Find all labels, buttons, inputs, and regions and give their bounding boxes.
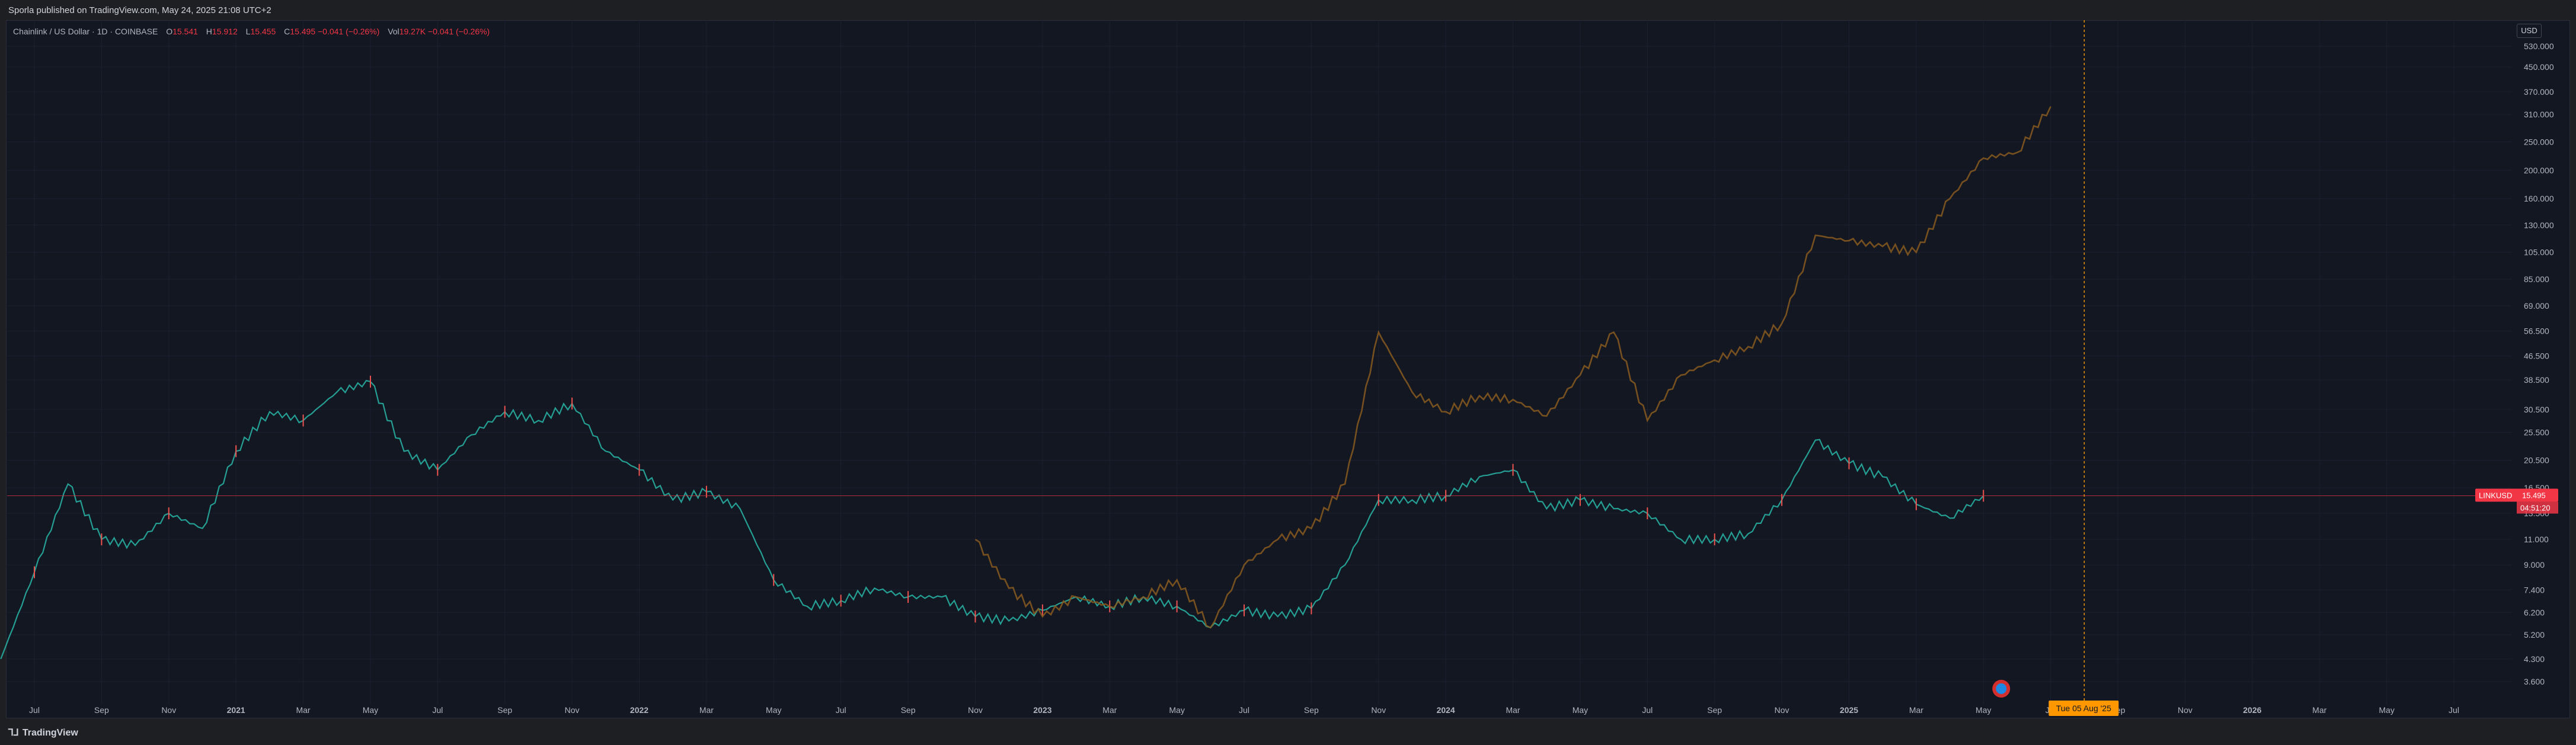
y-tick-label: 3.600 — [2524, 677, 2545, 686]
x-tick-label: Sep — [1304, 705, 1319, 715]
y-tick-label: 7.400 — [2524, 585, 2545, 594]
y-tick-label: 310.000 — [2524, 110, 2554, 119]
x-tick-label: Nov — [161, 705, 176, 715]
volume-change: −0.041 (−0.26%) — [427, 27, 490, 36]
x-tick-label: Mar — [1102, 705, 1117, 715]
x-tick-label: May — [363, 705, 378, 715]
top-bar: Sporla published on TradingView.com, May… — [0, 0, 2576, 20]
x-tick-label: Mar — [1506, 705, 1520, 715]
y-tick-label: 38.500 — [2524, 375, 2549, 385]
countdown-value: 04:51:20 — [2520, 504, 2551, 513]
x-tick-label: Mar — [296, 705, 310, 715]
x-tick-label: May — [2379, 705, 2394, 715]
y-tick-label: 370.000 — [2524, 87, 2554, 97]
x-tick-label: Jul — [29, 705, 40, 715]
cursor-date-tag — [2048, 701, 2119, 716]
close-label: C — [284, 27, 290, 36]
y-tick-label: 130.000 — [2524, 220, 2554, 230]
countdown-tag — [2517, 501, 2558, 514]
price-tag — [2475, 488, 2558, 502]
event-marker-inner — [1996, 683, 2007, 694]
published-caption: Sporla published on TradingView.com, May… — [8, 5, 271, 15]
x-tick-label: May — [1976, 705, 1991, 715]
x-tick-label: 2026 — [2243, 705, 2261, 715]
y-tick-label: 56.500 — [2524, 327, 2549, 336]
x-tick-label: Nov — [2178, 705, 2193, 715]
x-tick-label: May — [1573, 705, 1588, 715]
low-value: 15.455 — [250, 27, 276, 36]
change-value: −0.041 (−0.26%) — [318, 27, 380, 36]
high-label: H — [206, 27, 212, 36]
cursor-date-label: Tue 05 Aug '25 — [2056, 704, 2111, 713]
close-value: 15.495 — [290, 27, 316, 36]
high-value: 15.912 — [212, 27, 238, 36]
tradingview-logo-icon: ⅂⅃ — [8, 728, 19, 738]
x-tick-label: Mar — [1909, 705, 1923, 715]
brand-name: TradingView — [22, 728, 78, 738]
x-tick-label: Jul — [432, 705, 443, 715]
x-tick-label: Jul — [836, 705, 846, 715]
x-tick-label: May — [766, 705, 781, 715]
y-tick-label: 105.000 — [2524, 248, 2554, 257]
y-tick-label: 25.500 — [2524, 428, 2549, 437]
linkusd-price-series — [0, 379, 1984, 660]
x-tick-label: Nov — [565, 705, 580, 715]
x-tick-label: Sep — [1707, 705, 1722, 715]
y-tick-label: 200.000 — [2524, 165, 2554, 175]
y-tick-label: 450.000 — [2524, 62, 2554, 72]
y-tick-label: 20.500 — [2524, 455, 2549, 465]
volume-value: 19.27K — [399, 27, 426, 36]
symbol-name[interactable]: Chainlink / US Dollar · 1D · COINBASE — [13, 27, 158, 36]
x-tick-label: May — [1169, 705, 1184, 715]
x-tick-label: Jul — [1642, 705, 1653, 715]
x-tick-label: Sep — [94, 705, 109, 715]
y-tick-label: 530.000 — [2524, 41, 2554, 51]
y-tick-label: 85.000 — [2524, 274, 2549, 284]
x-tick-label: Mar — [699, 705, 714, 715]
x-tick-label: 2022 — [630, 705, 648, 715]
y-tick-label: 4.300 — [2524, 654, 2545, 664]
x-tick-label: Sep — [901, 705, 916, 715]
overlay-series — [974, 106, 2051, 629]
price-tag-symbol: LINKUSD — [2479, 491, 2512, 500]
y-tick-label: 46.500 — [2524, 351, 2549, 361]
x-tick-label: Nov — [1775, 705, 1789, 715]
y-tick-label: 11.000 — [2524, 535, 2549, 544]
x-tick-label: Nov — [968, 705, 983, 715]
x-tick-label: Jul — [2449, 705, 2459, 715]
y-tick-label: 9.000 — [2524, 560, 2545, 570]
x-tick-label: Jul — [1239, 705, 1249, 715]
y-tick-label: 5.200 — [2524, 630, 2545, 640]
volume-label: Vol — [388, 27, 399, 36]
x-tick-label: Nov — [1371, 705, 1386, 715]
x-tick-label: 2023 — [1033, 705, 1052, 715]
open-value: 15.541 — [172, 27, 198, 36]
y-tick-label: 30.500 — [2524, 405, 2549, 414]
price-tag-value: 15.495 — [2522, 491, 2546, 500]
low-label: L — [245, 27, 251, 36]
x-tick-label: 2025 — [1840, 705, 1858, 715]
currency-selector[interactable]: USD — [2517, 24, 2542, 38]
x-tick-label: Sep — [497, 705, 512, 715]
x-tick-label: Mar — [2312, 705, 2326, 715]
chart-frame[interactable] — [6, 20, 2570, 718]
y-tick-label: 250.000 — [2524, 137, 2554, 146]
y-tick-label: 69.000 — [2524, 301, 2549, 311]
tradingview-logo[interactable]: ⅂⅃ TradingView — [8, 727, 78, 738]
y-tick-label: 160.000 — [2524, 194, 2554, 203]
x-tick-label: 2024 — [1437, 705, 1455, 715]
x-tick-label: 2021 — [227, 705, 245, 715]
bottom-bar: ⅂⅃ TradingView — [0, 718, 2576, 745]
y-tick-label: 6.200 — [2524, 607, 2545, 617]
open-label: O — [166, 27, 173, 36]
symbol-legend: Chainlink / US Dollar · 1D · COINBASE O1… — [13, 27, 490, 36]
